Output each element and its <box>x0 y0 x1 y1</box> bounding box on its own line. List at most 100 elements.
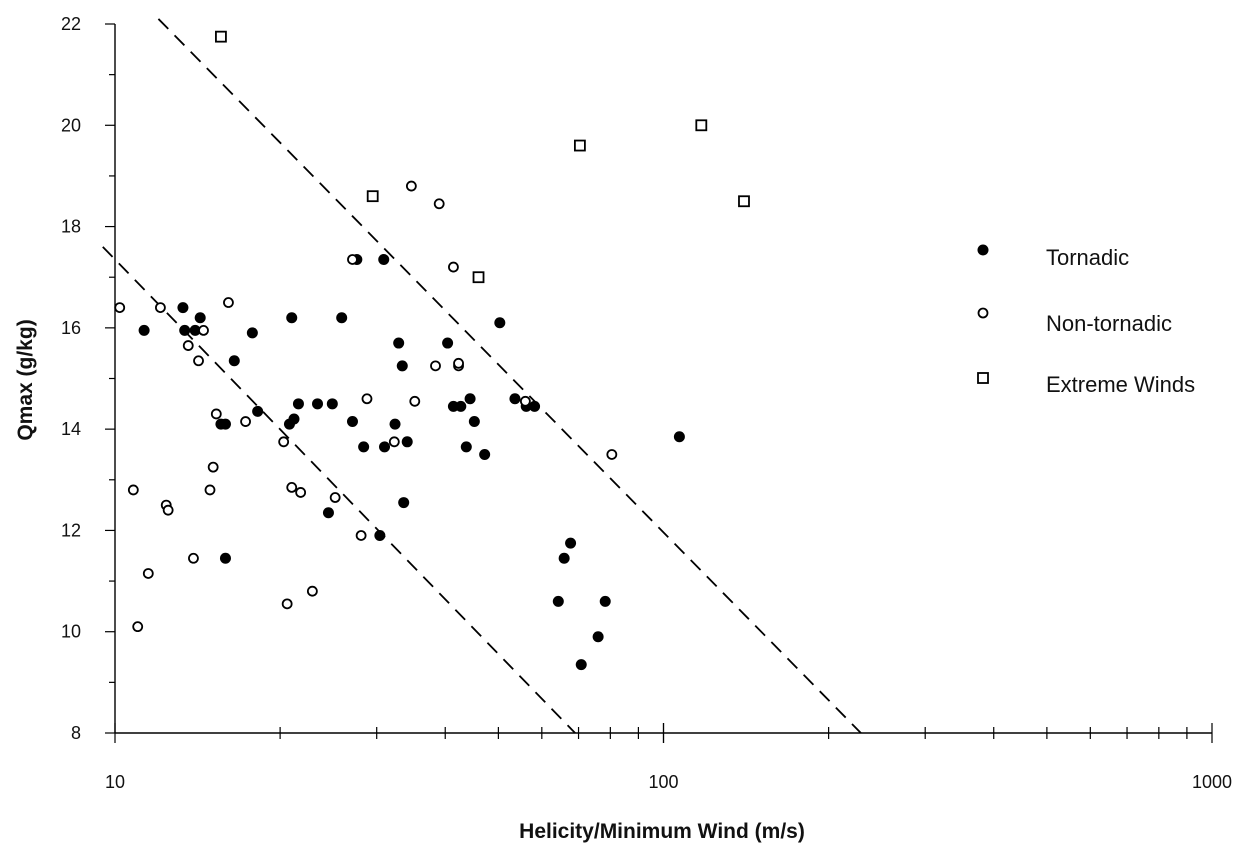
point-tornadic <box>189 324 201 336</box>
point-non-tornadic <box>295 487 307 498</box>
point-tornadic <box>442 337 454 349</box>
point-tornadic <box>599 595 611 607</box>
point-non-tornadic <box>204 484 216 496</box>
dashed-line-2 <box>157 18 862 734</box>
point-non-tornadic <box>142 568 154 579</box>
point-tornadic <box>228 355 240 367</box>
legend-marker-extreme-winds <box>977 372 989 384</box>
legend-label-non-tornadic: Non-tornadic <box>1046 311 1172 336</box>
point-tornadic <box>379 441 391 453</box>
point-tornadic <box>393 337 405 349</box>
data-markers <box>114 30 750 671</box>
point-non-tornadic <box>188 552 199 564</box>
point-non-tornadic <box>223 297 234 308</box>
point-non-tornadic <box>306 585 318 597</box>
point-tornadic <box>358 441 370 453</box>
point-non-tornadic <box>132 621 144 633</box>
point-tornadic <box>138 324 150 336</box>
legend-marker-tornadic <box>977 244 989 256</box>
point-non-tornadic <box>606 449 618 460</box>
point-tornadic <box>565 537 577 549</box>
point-extreme-winds <box>472 271 485 284</box>
point-tornadic <box>529 400 541 412</box>
point-tornadic <box>219 552 231 564</box>
point-tornadic <box>673 431 685 443</box>
point-non-tornadic <box>162 504 174 516</box>
point-non-tornadic <box>355 530 367 541</box>
y-tick-label: 8 <box>71 723 81 743</box>
point-tornadic <box>378 253 390 265</box>
x-axis-title: Helicity/Minimum Wind (m/s) <box>519 820 805 843</box>
legend-label-tornadic: Tornadic <box>1046 245 1129 270</box>
point-tornadic <box>389 418 401 430</box>
axes: 8 10 12 14 16 18 20 22 10 100 1000 <box>61 14 1232 792</box>
point-tornadic <box>177 302 189 314</box>
point-non-tornadic <box>453 357 464 369</box>
y-axis-title: Qmax (g/kg) <box>14 319 37 440</box>
legend-marker-non-tornadic <box>977 307 989 319</box>
dashed-boundary-lines <box>102 18 862 734</box>
point-non-tornadic <box>361 393 373 405</box>
point-extreme-winds <box>695 119 708 132</box>
point-tornadic <box>468 416 480 428</box>
point-tornadic <box>346 416 358 428</box>
point-non-tornadic <box>409 395 421 407</box>
point-tornadic <box>322 507 334 519</box>
x-tick-label: 100 <box>648 772 678 792</box>
point-non-tornadic <box>448 261 459 273</box>
legend-label-extreme-winds: Extreme Winds <box>1046 372 1195 397</box>
point-non-tornadic <box>198 324 209 336</box>
y-tick-label: 18 <box>61 217 81 237</box>
point-tornadic <box>286 312 298 324</box>
point-non-tornadic <box>433 198 445 210</box>
legend: Tornadic Non-tornadic Extreme Winds <box>977 244 1195 397</box>
point-tornadic <box>288 413 300 425</box>
point-non-tornadic <box>240 416 251 427</box>
point-tornadic <box>460 441 472 453</box>
point-tornadic <box>246 327 258 339</box>
point-tornadic <box>479 448 491 460</box>
point-non-tornadic <box>207 461 219 473</box>
point-non-tornadic <box>278 436 290 448</box>
point-non-tornadic <box>329 492 341 503</box>
point-extreme-winds <box>573 139 586 152</box>
x-tick-label: 1000 <box>1192 772 1232 792</box>
y-tick-label: 12 <box>61 520 81 540</box>
point-tornadic <box>396 360 408 372</box>
point-tornadic <box>509 393 521 405</box>
y-tick-label: 22 <box>61 14 81 34</box>
point-non-tornadic <box>210 408 222 420</box>
point-tornadic <box>401 436 413 448</box>
point-tornadic <box>575 659 587 671</box>
point-extreme-winds <box>738 195 750 208</box>
point-extreme-winds <box>366 190 379 203</box>
point-tornadic <box>326 398 338 410</box>
point-tornadic <box>494 317 506 329</box>
point-non-tornadic <box>405 180 417 192</box>
point-tornadic <box>219 418 231 430</box>
point-non-tornadic <box>155 302 166 314</box>
point-non-tornadic <box>281 598 293 610</box>
y-tick-label: 10 <box>61 622 81 642</box>
point-extreme-winds <box>215 30 227 43</box>
point-non-tornadic <box>182 340 194 351</box>
point-tornadic <box>558 552 570 564</box>
point-tornadic <box>464 393 476 405</box>
y-tick-label: 14 <box>61 419 81 439</box>
x-tick-label: 10 <box>105 772 125 792</box>
point-tornadic <box>336 312 348 324</box>
y-tick-label: 20 <box>61 115 81 135</box>
point-tornadic <box>194 312 206 324</box>
point-non-tornadic <box>388 436 400 448</box>
point-non-tornadic <box>519 395 531 407</box>
point-tornadic <box>252 405 264 417</box>
dashed-line-1 <box>102 246 576 734</box>
point-tornadic <box>312 398 324 410</box>
point-tornadic <box>552 595 564 607</box>
point-non-tornadic <box>347 254 358 265</box>
point-tornadic <box>374 529 386 541</box>
point-tornadic <box>455 400 467 412</box>
point-non-tornadic <box>114 302 126 314</box>
point-non-tornadic <box>286 481 298 493</box>
